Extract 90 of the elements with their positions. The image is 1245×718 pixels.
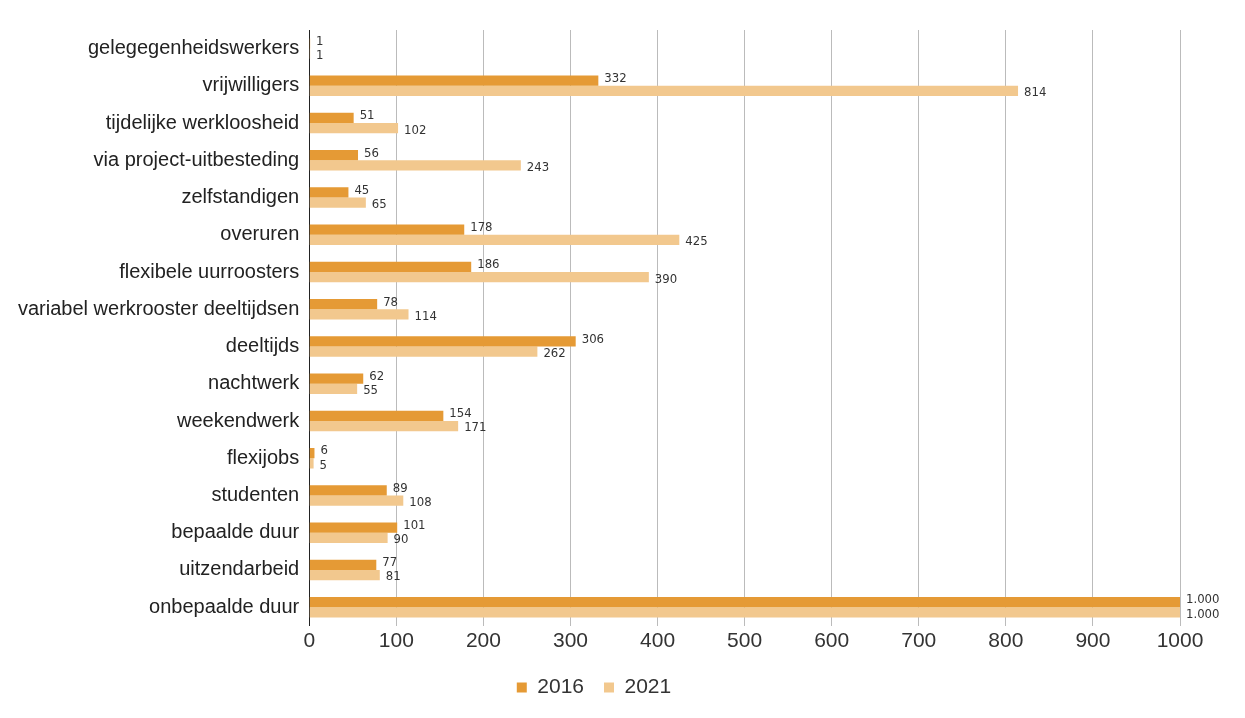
bar <box>309 336 576 347</box>
data-label: 102 <box>404 121 427 137</box>
bar <box>309 123 399 134</box>
data-label: 262 <box>543 345 566 361</box>
y-tick-label: overuren <box>220 222 300 245</box>
data-label: 114 <box>414 307 437 323</box>
bar <box>309 112 354 124</box>
bar <box>309 234 680 246</box>
data-label: 171 <box>464 419 487 435</box>
bar <box>309 346 538 357</box>
data-label: 243 <box>526 158 550 174</box>
bar <box>309 373 364 384</box>
x-tick-label: 600 <box>814 628 850 652</box>
bar <box>309 197 366 208</box>
data-label: 77 <box>382 554 398 570</box>
x-tick-label: 100 <box>378 628 414 652</box>
x-tick-label: 0 <box>303 628 316 652</box>
data-label: 90 <box>393 531 409 547</box>
y-tick-label: vrijwilligers <box>202 73 300 96</box>
bar <box>309 309 409 320</box>
y-tick-label: onbepaalde duur <box>149 594 300 617</box>
y-tick-label: nachtwerk <box>208 371 301 394</box>
data-label: 390 <box>654 270 678 286</box>
y-tick-label: bepaalde duur <box>171 520 300 543</box>
data-label: 186 <box>477 256 500 272</box>
bar <box>309 532 388 543</box>
y-tick-label: variabel werkrooster deeltijdsen <box>18 296 300 319</box>
y-tick-label: via project-uitbesteding <box>93 147 300 170</box>
data-label: 81 <box>385 568 401 584</box>
x-tick-label: 1000 <box>1156 628 1204 652</box>
bar <box>309 150 359 161</box>
data-label: 108 <box>409 493 432 509</box>
data-label: 425 <box>685 233 708 249</box>
bar <box>309 224 465 235</box>
x-tick-label: 700 <box>901 628 937 652</box>
legend-label: 2021 <box>624 674 672 698</box>
y-tick-label: studenten <box>211 482 300 505</box>
y-tick-label: uitzendarbeid <box>179 557 300 580</box>
bar <box>309 420 459 432</box>
data-label: 78 <box>383 293 399 309</box>
bar <box>309 299 378 310</box>
legend-label: 2016 <box>537 674 584 698</box>
y-tick-label: flexibele uurroosters <box>119 259 300 282</box>
data-label: 154 <box>449 405 472 421</box>
data-label: 332 <box>604 70 627 86</box>
bar <box>309 495 404 506</box>
data-label: 1 <box>316 32 324 48</box>
x-tick-label: 800 <box>988 628 1024 652</box>
bar <box>309 458 314 469</box>
data-label: 45 <box>354 181 370 197</box>
bar <box>309 607 1180 618</box>
y-tick-label: deeltijds <box>225 334 300 357</box>
y-tick-label: weekendwerk <box>175 408 301 431</box>
bar <box>309 75 599 86</box>
y-tick-label: flexijobs <box>226 445 300 468</box>
data-label: 101 <box>403 516 426 532</box>
bar <box>309 569 380 581</box>
x-tick-label: 300 <box>552 628 588 652</box>
bar <box>309 559 377 570</box>
bar <box>309 160 521 171</box>
data-label: 65 <box>371 196 387 212</box>
bar <box>309 596 1180 608</box>
bar <box>309 485 387 496</box>
bar <box>309 85 1019 97</box>
data-label: 6 <box>320 442 328 458</box>
y-tick-label: tijdelijke werkloosheid <box>105 110 300 133</box>
data-label: 1 <box>316 47 324 63</box>
data-label: 51 <box>359 107 375 123</box>
bar <box>309 261 472 273</box>
data-label: 55 <box>363 382 379 398</box>
data-label: 178 <box>470 219 493 235</box>
x-tick-label: 500 <box>727 628 763 652</box>
bar <box>309 522 398 533</box>
bar <box>309 383 358 394</box>
data-label: 306 <box>581 330 605 346</box>
bar <box>309 272 649 283</box>
x-tick-label: 400 <box>640 628 676 652</box>
data-label: 5 <box>319 456 328 472</box>
data-label: 1.000 <box>1186 605 1220 621</box>
bar <box>309 410 444 421</box>
x-tick-label: 900 <box>1075 628 1111 652</box>
data-label: 814 <box>1024 84 1047 100</box>
data-label: 56 <box>364 144 379 160</box>
bar <box>309 187 349 198</box>
y-tick-label: gelegegenheidswerkers <box>88 36 300 59</box>
y-tick-label: zelfstandigen <box>181 185 300 208</box>
data-label: 62 <box>369 368 385 384</box>
data-label: 89 <box>392 479 408 495</box>
x-tick-label: 200 <box>465 628 501 652</box>
data-label: 1.000 <box>1186 591 1220 607</box>
